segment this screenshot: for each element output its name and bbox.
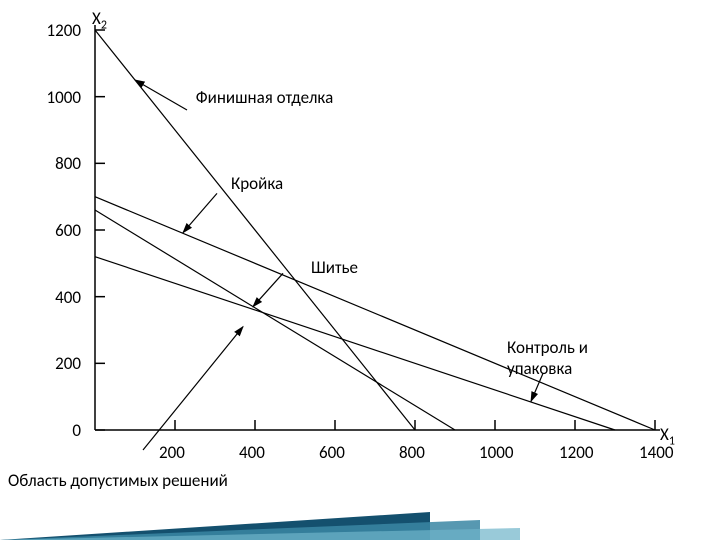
y-tick-label: 600 [55, 220, 81, 241]
x-tick-label: 600 [319, 442, 345, 463]
y-tick-label: 800 [55, 153, 81, 174]
slide-decor-3 [0, 528, 520, 540]
constraint-chart [0, 0, 720, 540]
label-sewing: Шитье [311, 257, 358, 278]
x-tick-label: 800 [399, 442, 425, 463]
label-finishing: Финишная отделка [196, 87, 333, 108]
y-tick-label: 200 [55, 353, 81, 374]
x-axis-label: X1 [660, 424, 675, 448]
label-cutting: Кройка [231, 173, 283, 194]
y-axis-label: X2 [92, 8, 107, 32]
feasible-region-caption: Область допустимых решений [8, 470, 228, 491]
label-packing: Контроль и [507, 337, 588, 358]
y-tick-label: 0 [72, 420, 81, 441]
x-tick-label: 1000 [479, 442, 513, 463]
y-tick-label: 400 [55, 287, 81, 308]
label-packing-2: упаковка [507, 358, 572, 379]
y-tick-label: 1200 [47, 20, 81, 41]
x-tick-label: 200 [159, 442, 185, 463]
y-tick-label: 1000 [47, 87, 81, 108]
x-tick-label: 1200 [559, 442, 593, 463]
x-tick-label: 400 [239, 442, 265, 463]
